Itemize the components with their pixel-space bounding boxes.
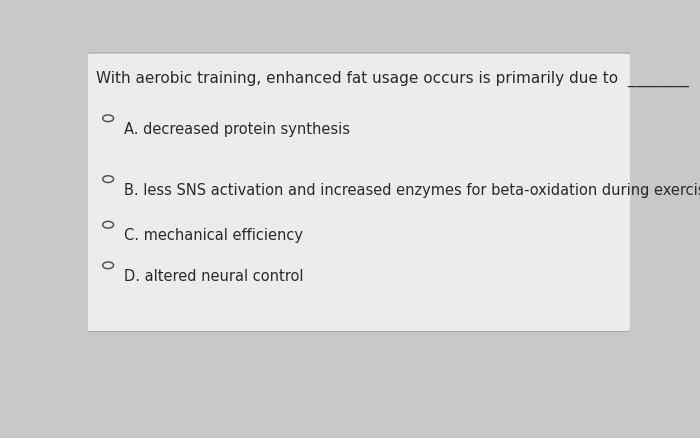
Text: With aerobic training, enhanced fat usage occurs is primarily due to  ________: With aerobic training, enhanced fat usag… <box>96 71 689 87</box>
Text: D. altered neural control: D. altered neural control <box>125 268 304 283</box>
Text: C. mechanical efficiency: C. mechanical efficiency <box>125 228 303 243</box>
Text: A. decreased protein synthesis: A. decreased protein synthesis <box>125 122 351 137</box>
Text: B. less SNS activation and increased enzymes for beta-oxidation during exercise: B. less SNS activation and increased enz… <box>125 182 700 198</box>
FancyBboxPatch shape <box>86 54 631 332</box>
